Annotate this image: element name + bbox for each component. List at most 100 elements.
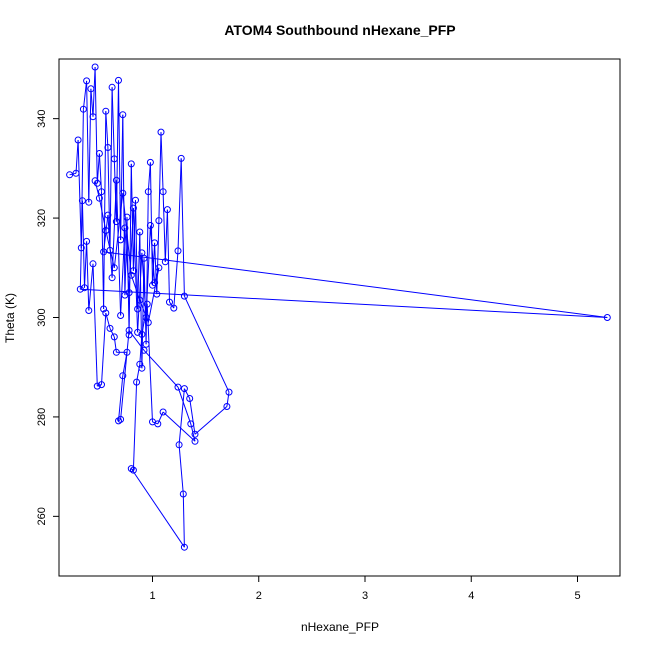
data-point [143,300,151,308]
data-point [136,228,144,236]
data-point [108,83,116,91]
y-axis: 260 280 300 320 340 [36,109,59,526]
data-point [102,107,110,115]
x-tick-label: 2 [256,590,262,602]
data-point [140,346,148,354]
y-axis-label: Theta (K) [3,293,17,343]
x-axis-label: nHexane_PFP [301,620,379,634]
data-point [127,271,135,279]
y-tick-label: 260 [36,507,48,525]
series-segment [77,139,82,248]
data-point [112,348,120,356]
data-point [174,383,182,391]
data-point [180,543,188,551]
series-segment [82,80,88,110]
data-point [166,298,173,306]
series-segment [101,312,107,385]
y-tick-label: 300 [36,308,48,326]
data-point [95,150,103,157]
data-point [153,290,161,298]
data-point [110,155,118,163]
series-segment [183,388,191,399]
series-segment [145,225,151,318]
data-point [110,264,118,272]
data-point [136,296,144,304]
data-point [161,258,169,266]
series-segment [105,111,109,148]
series-segment [84,241,88,288]
series-segment [166,209,170,303]
series-segment [103,111,107,310]
data-point [91,177,99,185]
series-segment [137,252,143,333]
data-point [100,305,108,313]
data-point [117,312,125,319]
data-point [133,378,141,386]
data-point [98,381,105,389]
x-tick-label: 3 [362,590,368,602]
series-segment [86,241,90,311]
data-point [115,76,122,84]
data-point [112,218,120,226]
data-point [170,304,178,312]
series-segment [149,225,156,283]
series-segment [122,352,128,376]
data-point [117,415,125,423]
series-segment [98,153,102,192]
series-segment [146,304,153,422]
data-point [151,279,159,287]
series-segment [109,87,113,251]
series-segment [92,263,98,387]
series-segment [124,227,130,293]
data-point [104,211,112,219]
data-point [180,292,188,300]
series-segment [120,227,126,316]
data-point [138,249,146,257]
data-point [129,204,137,212]
series-segment [128,163,132,335]
data-point [142,340,150,348]
series-segment [162,411,196,442]
data-point [87,85,95,93]
y-tick-label: 280 [36,408,48,426]
data-point [66,171,74,179]
data-point [102,309,110,317]
series-segment [183,295,230,393]
data-point [174,247,182,255]
data-point [187,420,195,428]
series-segment [75,139,79,174]
data-point [144,319,152,326]
data-point [93,382,101,390]
data-point [125,331,133,339]
series-segment [130,468,185,548]
data-point [72,169,80,177]
data-point [225,388,233,396]
series-segment [107,147,111,251]
data-point [175,441,183,449]
series-segment [139,299,149,323]
x-axis: 1 2 3 4 5 [149,576,581,602]
series-segment [177,158,182,251]
chart-title: ATOM4 Southbound nHexane_PFP [224,22,455,38]
data-point [163,206,171,214]
data-point [112,176,120,184]
series-segment [128,208,134,293]
series-segment [88,263,94,311]
data-point [115,417,122,425]
data-point [159,188,167,196]
series-points [66,63,611,551]
series-segment [109,328,115,338]
series-segment [94,66,98,184]
data-point [119,111,127,119]
series-segment [182,493,185,548]
data-point [138,330,146,338]
series-segment [162,191,166,262]
data-point [159,408,167,416]
series-segment [115,180,122,316]
series-segment [135,200,139,310]
series-segment [81,200,85,288]
data-point [129,466,137,474]
data-point [110,333,118,341]
data-point [179,490,187,498]
